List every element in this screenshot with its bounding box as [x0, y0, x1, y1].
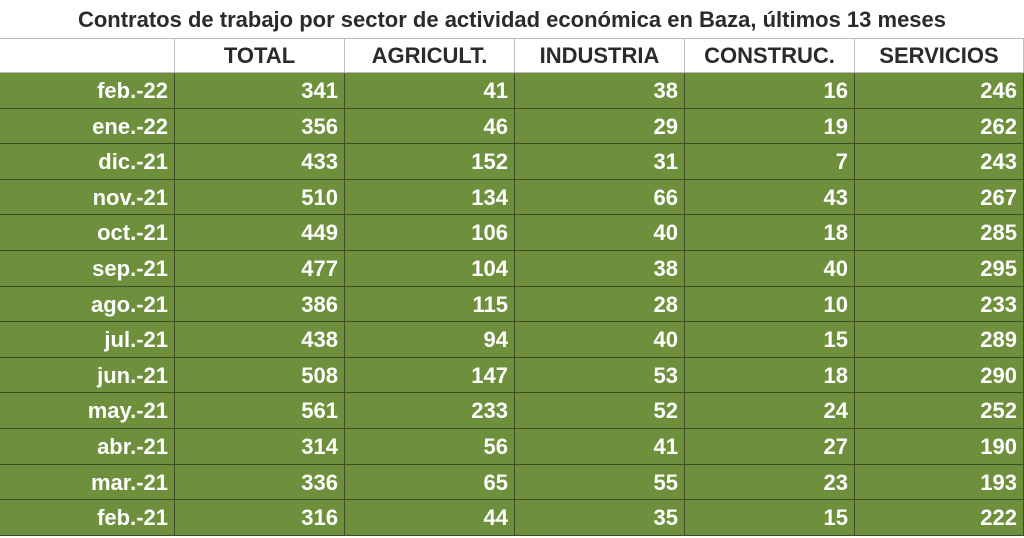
table: TOTAL AGRICULT. INDUSTRIA CONSTRUC. SERVICIO… [0, 39, 1024, 536]
value-cell: 267 [855, 179, 1024, 216]
value-cell: 44 [345, 500, 515, 536]
value-cell: 53 [515, 357, 685, 394]
value-cell: 106 [345, 215, 515, 251]
value-cell: 295 [855, 250, 1024, 287]
value-cell: 262 [855, 108, 1024, 145]
value-cell: 35 [515, 500, 685, 536]
value-cell: 10 [685, 286, 855, 323]
value-cell: 52 [515, 393, 685, 429]
value-cell: 16 [685, 73, 855, 109]
value-cell: 336 [175, 464, 345, 501]
row-label: nov.-21 [0, 179, 175, 216]
value-cell: 29 [515, 108, 685, 145]
value-cell: 341 [175, 73, 345, 109]
row-label: ago.-21 [0, 286, 175, 323]
value-cell: 28 [515, 286, 685, 323]
column-header: INDUSTRIA [515, 39, 685, 73]
value-cell: 190 [855, 428, 1024, 465]
value-cell: 104 [345, 250, 515, 287]
row-label: mar.-21 [0, 464, 175, 501]
column-header: AGRICULT. [345, 39, 515, 73]
value-cell: 18 [685, 357, 855, 394]
value-cell: 15 [685, 500, 855, 536]
value-cell: 24 [685, 393, 855, 429]
value-cell: 7 [685, 144, 855, 180]
row-label: feb.-22 [0, 73, 175, 109]
value-cell: 115 [345, 286, 515, 323]
corner-cell [0, 39, 175, 73]
column-header: SERVICIOS [855, 39, 1024, 73]
value-cell: 56 [345, 428, 515, 465]
value-cell: 233 [855, 286, 1024, 323]
value-cell: 40 [515, 215, 685, 251]
value-cell: 41 [345, 73, 515, 109]
value-cell: 290 [855, 357, 1024, 394]
row-label: dic.-21 [0, 144, 175, 180]
value-cell: 356 [175, 108, 345, 145]
value-cell: 40 [515, 322, 685, 358]
value-cell: 314 [175, 428, 345, 465]
value-cell: 285 [855, 215, 1024, 251]
value-cell: 147 [345, 357, 515, 394]
value-cell: 134 [345, 179, 515, 216]
value-cell: 27 [685, 428, 855, 465]
value-cell: 193 [855, 464, 1024, 501]
row-label: jun.-21 [0, 357, 175, 394]
value-cell: 508 [175, 357, 345, 394]
value-cell: 43 [685, 179, 855, 216]
value-cell: 55 [515, 464, 685, 501]
value-cell: 246 [855, 73, 1024, 109]
value-cell: 46 [345, 108, 515, 145]
row-label: jul.-21 [0, 322, 175, 358]
row-label: feb.-21 [0, 500, 175, 536]
value-cell: 561 [175, 393, 345, 429]
value-cell: 449 [175, 215, 345, 251]
value-cell: 38 [515, 73, 685, 109]
value-cell: 510 [175, 179, 345, 216]
row-label: ene.-22 [0, 108, 175, 145]
row-label: sep.-21 [0, 250, 175, 287]
value-cell: 66 [515, 179, 685, 216]
value-cell: 15 [685, 322, 855, 358]
value-cell: 433 [175, 144, 345, 180]
value-cell: 243 [855, 144, 1024, 180]
value-cell: 316 [175, 500, 345, 536]
row-label: may.-21 [0, 393, 175, 429]
column-header: CONSTRUC. [685, 39, 855, 73]
value-cell: 65 [345, 464, 515, 501]
row-label: oct.-21 [0, 215, 175, 251]
value-cell: 38 [515, 250, 685, 287]
value-cell: 41 [515, 428, 685, 465]
column-header: TOTAL [175, 39, 345, 73]
value-cell: 477 [175, 250, 345, 287]
value-cell: 438 [175, 322, 345, 358]
table-title: Contratos de trabajo por sector de activ… [0, 0, 1024, 39]
row-label: abr.-21 [0, 428, 175, 465]
value-cell: 31 [515, 144, 685, 180]
value-cell: 386 [175, 286, 345, 323]
value-cell: 252 [855, 393, 1024, 429]
value-cell: 289 [855, 322, 1024, 358]
value-cell: 222 [855, 500, 1024, 536]
value-cell: 152 [345, 144, 515, 180]
value-cell: 19 [685, 108, 855, 145]
value-cell: 23 [685, 464, 855, 501]
value-cell: 40 [685, 250, 855, 287]
value-cell: 18 [685, 215, 855, 251]
value-cell: 233 [345, 393, 515, 429]
value-cell: 94 [345, 322, 515, 358]
